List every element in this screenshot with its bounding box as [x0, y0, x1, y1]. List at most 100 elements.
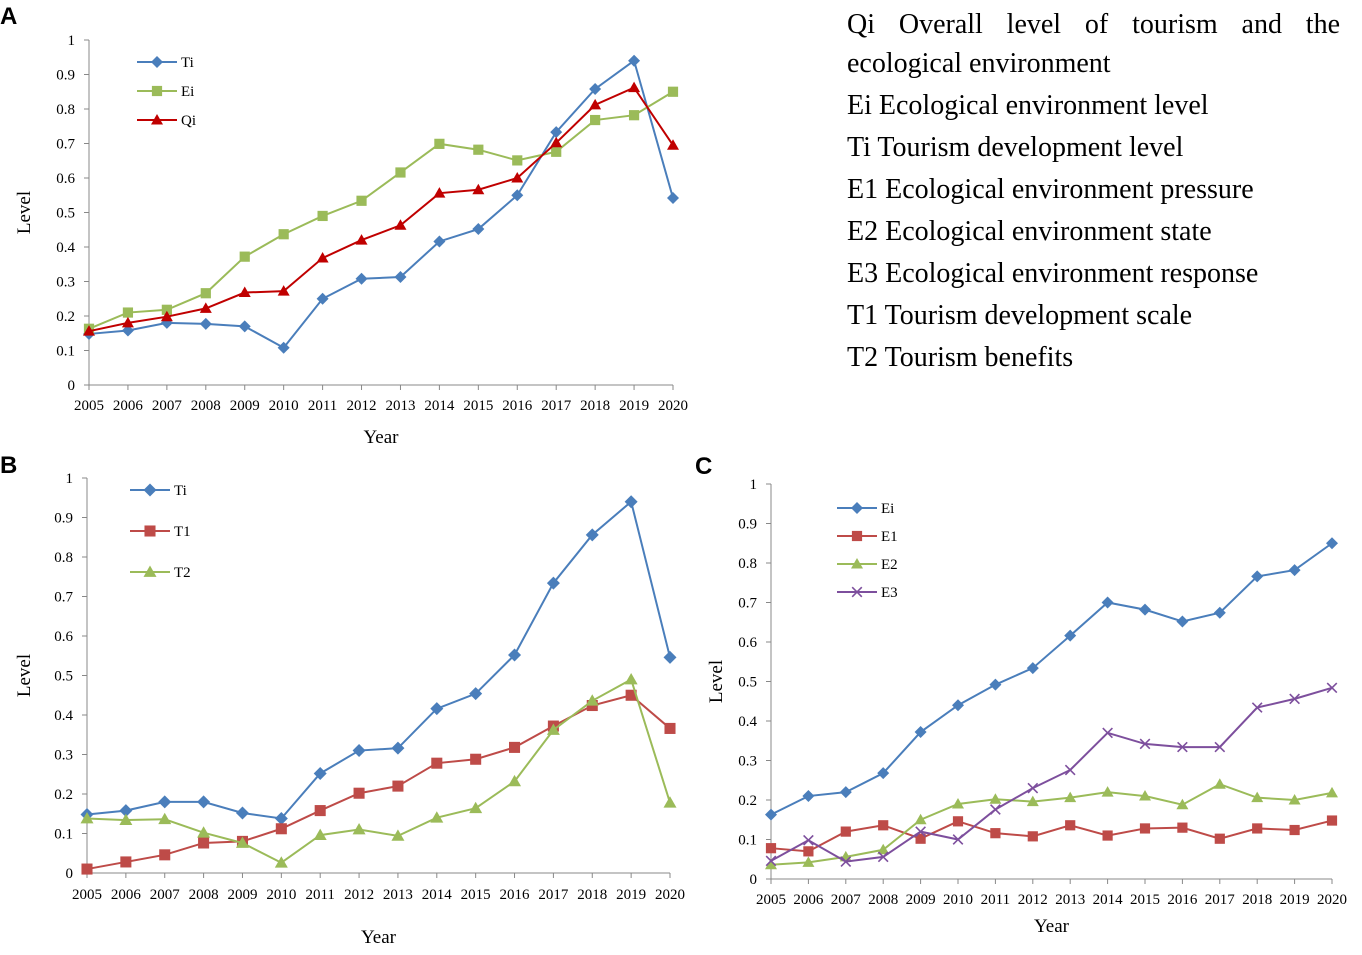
panel-a-series-qi-point: [550, 136, 563, 148]
panel-b-legend-ti-marker: [143, 483, 157, 497]
panel-b-series-ti-point: [508, 648, 522, 662]
panel-c-x-tick-label: 2011: [981, 892, 1010, 908]
panel-c-series-e3-point: [1251, 702, 1263, 713]
panel-b-letter: B: [0, 452, 17, 479]
panel-b-legend-t2-marker: [143, 565, 157, 577]
panel-b-x-tick-label: 2020: [655, 887, 685, 903]
panel-c-series-ei-point: [802, 790, 815, 803]
panel-c-series-e3-point-stroke-b: [877, 851, 889, 863]
panel-b-series-t2-point: [352, 823, 366, 835]
panel-c-series-e2-point: [1213, 778, 1226, 789]
panel-c-y-tick-label: 0.1: [738, 833, 757, 849]
panel-c-series-ei-point: [839, 786, 852, 799]
panel-a-series-ti-point: [394, 271, 407, 284]
panel-a-x-tick-label: 2019: [619, 398, 649, 414]
panel-c-series-e2-point: [1176, 798, 1189, 810]
panel-c-x-tick-label: 2016: [1167, 892, 1198, 908]
panel-a-series-ti-point: [316, 292, 329, 305]
panel-a-series-qi-point: [511, 172, 524, 183]
panel-c-series-ei-point: [1176, 615, 1189, 628]
panel-a-y-tick-label: 0.9: [56, 68, 75, 84]
panel-c-series-e3-point: [1177, 741, 1188, 753]
panel-a-legend-ei-label: Ei: [181, 84, 194, 100]
panel-c-series-e1-point: [765, 843, 777, 854]
panel-b-x-tick-label: 2009: [227, 887, 257, 903]
panel-b-y-axis-title: Level: [14, 654, 35, 697]
panel-c-y-axis-title: Level: [706, 660, 727, 703]
panel-a-x-tick-label: 2012: [347, 398, 377, 414]
panel-a-series-ei-point: [434, 138, 445, 149]
abbrev-t2: T2 Tourism benefits: [847, 342, 1074, 373]
panel-c-series-e2-point: [1326, 786, 1338, 798]
panel-a-x-tick-label: 2014: [424, 398, 455, 414]
panel-c-series-e3-point: [952, 834, 964, 845]
panel-b-series-ti-point: [197, 795, 211, 809]
panel-b-series-ti-point: [313, 766, 327, 780]
panel-b-y-tick-label: 0.7: [54, 590, 73, 606]
panel-c-series-e2-point: [952, 797, 964, 809]
panel-b-series-ti-point: [663, 650, 677, 664]
panel-c-series-ei-line: [770, 542, 1333, 816]
panel-b-y-tick-label: 0: [66, 866, 74, 882]
panel-b-legend: Ti T1 T2: [130, 483, 191, 581]
panel-b-series-t1-point: [431, 757, 443, 769]
panel-c-series-ei-point: [1288, 564, 1301, 577]
abbrev-qi-line2: ecological environment: [847, 48, 1111, 79]
panel-b-series-t2-point: [80, 811, 94, 824]
panel-c-series-e1-point: [840, 826, 851, 837]
panel-b-series-t1-point: [159, 849, 171, 861]
panel-a-series-ei-line: [88, 90, 674, 330]
panel-c-series-e1-point: [1102, 830, 1113, 841]
panel-a-series-qi-point: [589, 98, 602, 110]
panel-b-series-ti-point: [391, 741, 405, 755]
panel-b-series-ti-point: [274, 811, 288, 825]
panel-a-series-ei-point: [473, 144, 484, 155]
panel-c-legend-e3-label: E3: [881, 585, 898, 601]
panel-c-series-e2-point: [1139, 790, 1151, 801]
panel-c-y-tick-label: 0: [750, 872, 758, 888]
panel-a-series-ei-point: [317, 210, 328, 222]
panel-b-x-tick-label: 2013: [383, 887, 413, 903]
panel-a-x-tick-label: 2013: [385, 398, 415, 414]
panel-b-series-t1-point: [470, 753, 482, 765]
panel-c-series-e3-point: [1064, 764, 1076, 776]
panel-c-x-tick-label: 2005: [756, 892, 786, 908]
panel-c-series-e3-point: [1139, 738, 1151, 750]
panel-a-y-tick-label: 0.6: [56, 171, 75, 187]
panel-b-y-tick-label: 0.2: [54, 787, 73, 803]
panel-a-letter: A: [0, 3, 17, 30]
panel-c-series-e1-point: [1065, 820, 1076, 831]
panel-b-y-tick-label: 0.3: [54, 748, 73, 764]
panel-c-series-ei-point: [765, 808, 777, 821]
panel-a-legend-ti-marker: [151, 56, 163, 68]
panel-a-series-qi-point: [472, 183, 485, 195]
abbreviation-list: Qi Overall level of tourism and the ecol…: [847, 6, 1340, 379]
panel-a-x-axis-title: Year: [363, 427, 399, 448]
panel-b-series-ti-point: [352, 744, 366, 758]
panel-b-y-tick-label: 1: [66, 471, 74, 487]
panel-c-series-e3-point: [803, 834, 814, 846]
panel-a-series-qi-point: [394, 219, 407, 230]
panel-b-series-ti-point: [430, 702, 444, 716]
panel-b-x-tick-label: 2019: [616, 887, 646, 903]
panel-c-series-ei-point: [1101, 596, 1114, 609]
panel-b-series-ti-point: [585, 528, 599, 542]
panel-b-y-tick-label: 0.8: [54, 550, 73, 566]
panel-c-series-e3-point: [990, 804, 1001, 815]
panel-b-legend-t1-label: T1: [174, 524, 191, 540]
panel-c-legend-ei-label: Ei: [881, 501, 894, 517]
panel-c-series-ei-point: [1139, 603, 1151, 616]
panel-c-x-tick-label: 2015: [1130, 892, 1160, 908]
panel-c-series-e1-point: [1177, 822, 1188, 833]
panel-a-series-ti-point: [628, 54, 641, 67]
panel-c-series-ei: [765, 537, 1338, 821]
panel-a-x-tick-label: 2017: [541, 398, 572, 414]
panel-b-y-tick-label: 0.5: [54, 669, 73, 685]
panel-c-y-tick-label: 0.6: [738, 635, 757, 651]
panel-b-x-tick-label: 2017: [538, 887, 569, 903]
panel-a-series-qi-point: [160, 310, 173, 322]
panel-b-series-t1-point: [198, 837, 210, 849]
panel-c-series-e2-point: [989, 793, 1002, 804]
panel-a-y-tick-label: 0: [68, 378, 76, 394]
panel-a-legend-ti-label: Ti: [181, 55, 194, 71]
